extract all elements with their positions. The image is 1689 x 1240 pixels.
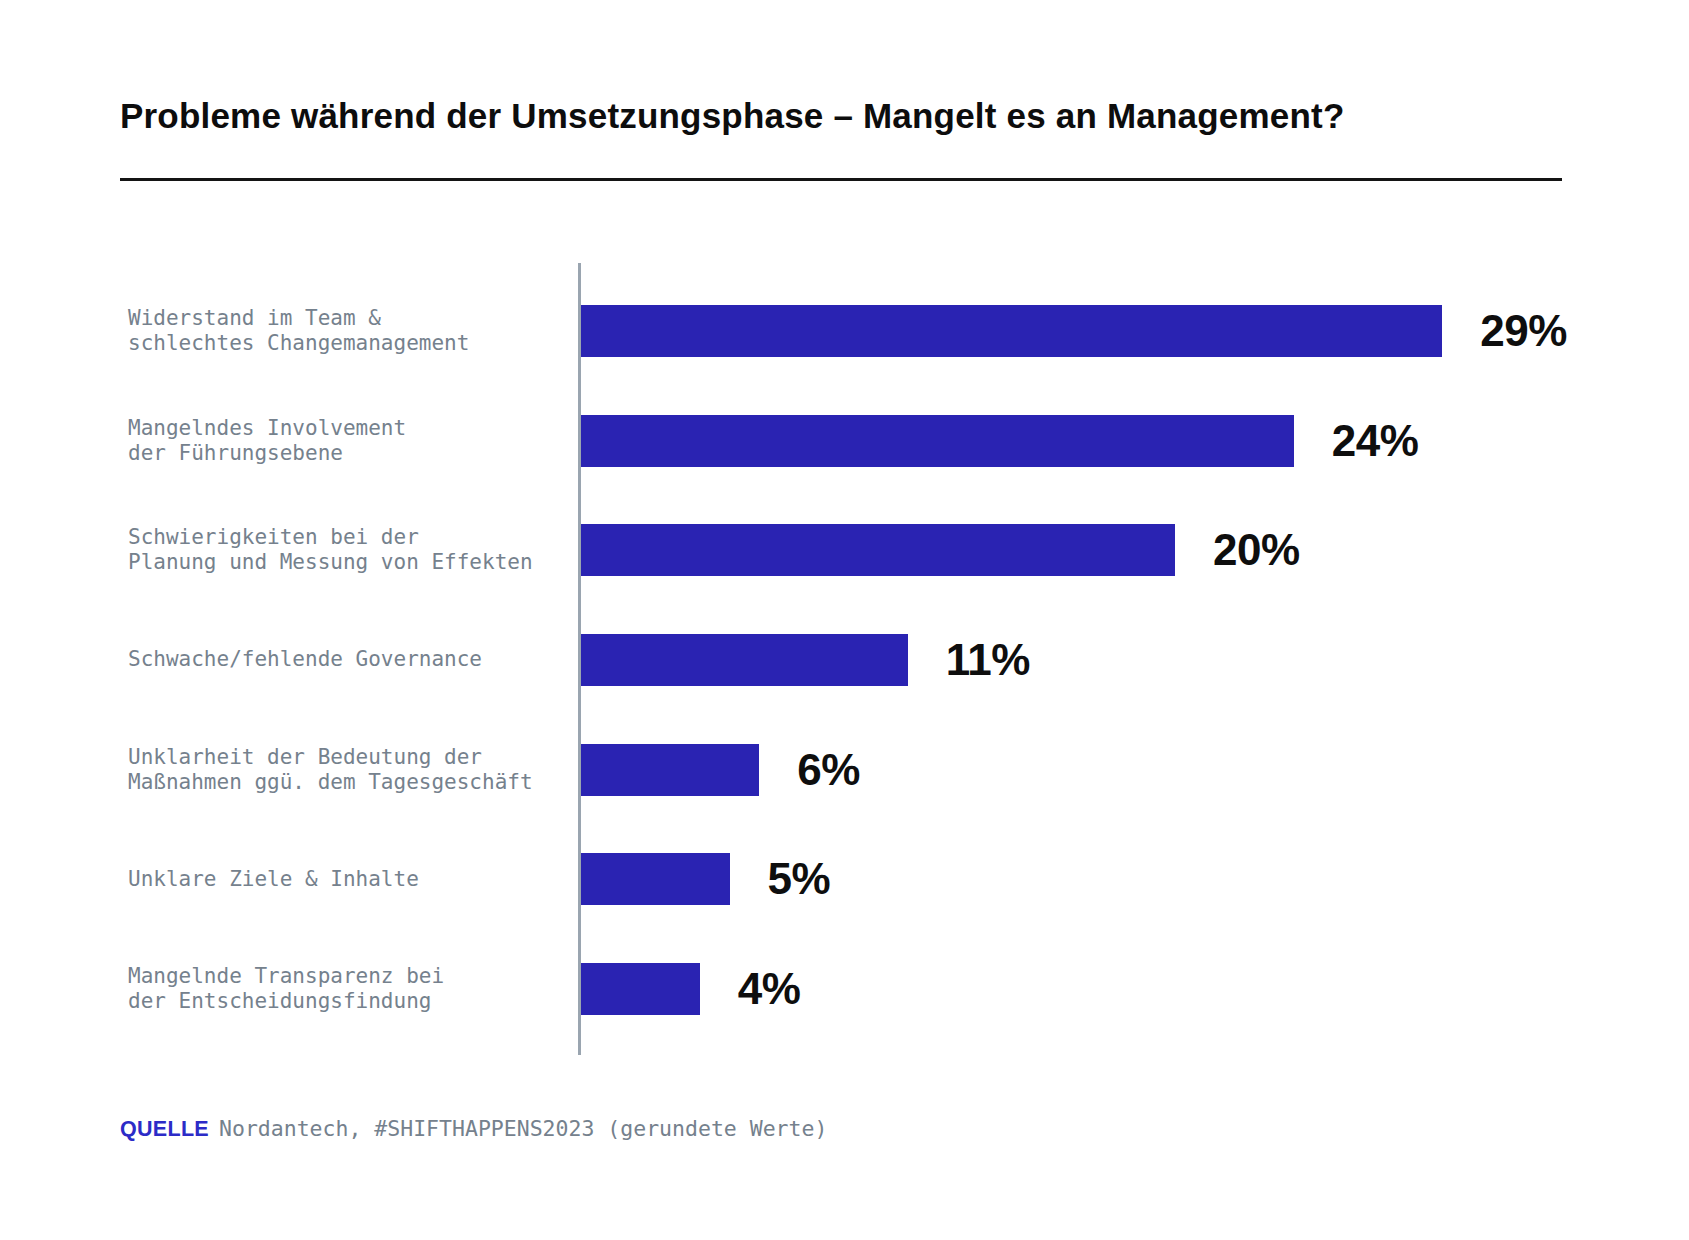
bar [581,305,1442,357]
bar-chart: Widerstand im Team &schlechtes Changeman… [120,276,1689,1044]
source-text: Nordantech, #SHIFTHAPPENS2023 (gerundete… [219,1116,827,1141]
category-label: Unklare Ziele & Inhalte [120,867,581,892]
value-label: 11% [946,635,1030,685]
bar-area: 11% [581,605,1030,715]
chart-row: Schwache/fehlende Governance 11% [120,605,1689,715]
category-label: Unklarheit der Bedeutung derMaßnahmen gg… [120,745,581,795]
category-label: Mangelnde Transparenz beider Entscheidun… [120,964,581,1014]
value-label: 29% [1480,306,1567,356]
bar-area: 24% [581,386,1418,496]
chart-row: Widerstand im Team &schlechtes Changeman… [120,276,1689,386]
category-label: Schwache/fehlende Governance [120,647,581,672]
value-label: 6% [797,745,860,795]
chart-row: Mangelndes Involvementder Führungsebene 2… [120,386,1689,496]
bar [581,524,1175,576]
chart-row: Mangelnde Transparenz beider Entscheidun… [120,934,1689,1044]
bar-area: 6% [581,715,860,825]
bar [581,963,700,1015]
value-label: 24% [1332,416,1419,466]
bar-area: 5% [581,825,830,935]
bar [581,634,908,686]
chart-row: Unklare Ziele & Inhalte 5% [120,825,1689,935]
value-label: 4% [738,964,801,1014]
category-label: Mangelndes Involvementder Führungsebene [120,416,581,466]
chart-page: Probleme während der Umsetzungsphase – M… [0,0,1689,1240]
source-line: QUELLE Nordantech, #SHIFTHAPPENS2023 (ger… [120,1116,827,1142]
bar-area: 4% [581,934,800,1044]
category-label: Widerstand im Team &schlechtes Changeman… [120,306,581,356]
bar [581,853,730,905]
bar [581,744,759,796]
title-divider [120,178,1562,181]
chart-row: Unklarheit der Bedeutung derMaßnahmen gg… [120,715,1689,825]
category-label: Schwierigkeiten bei derPlanung und Messu… [120,525,581,575]
bar-area: 20% [581,495,1300,605]
chart-row: Schwierigkeiten bei derPlanung und Messu… [120,495,1689,605]
value-label: 20% [1213,525,1300,575]
chart-title: Probleme während der Umsetzungsphase – M… [120,94,1580,138]
value-label: 5% [768,854,831,904]
bar [581,415,1294,467]
bar-area: 29% [581,276,1567,386]
source-label: QUELLE [120,1117,209,1141]
